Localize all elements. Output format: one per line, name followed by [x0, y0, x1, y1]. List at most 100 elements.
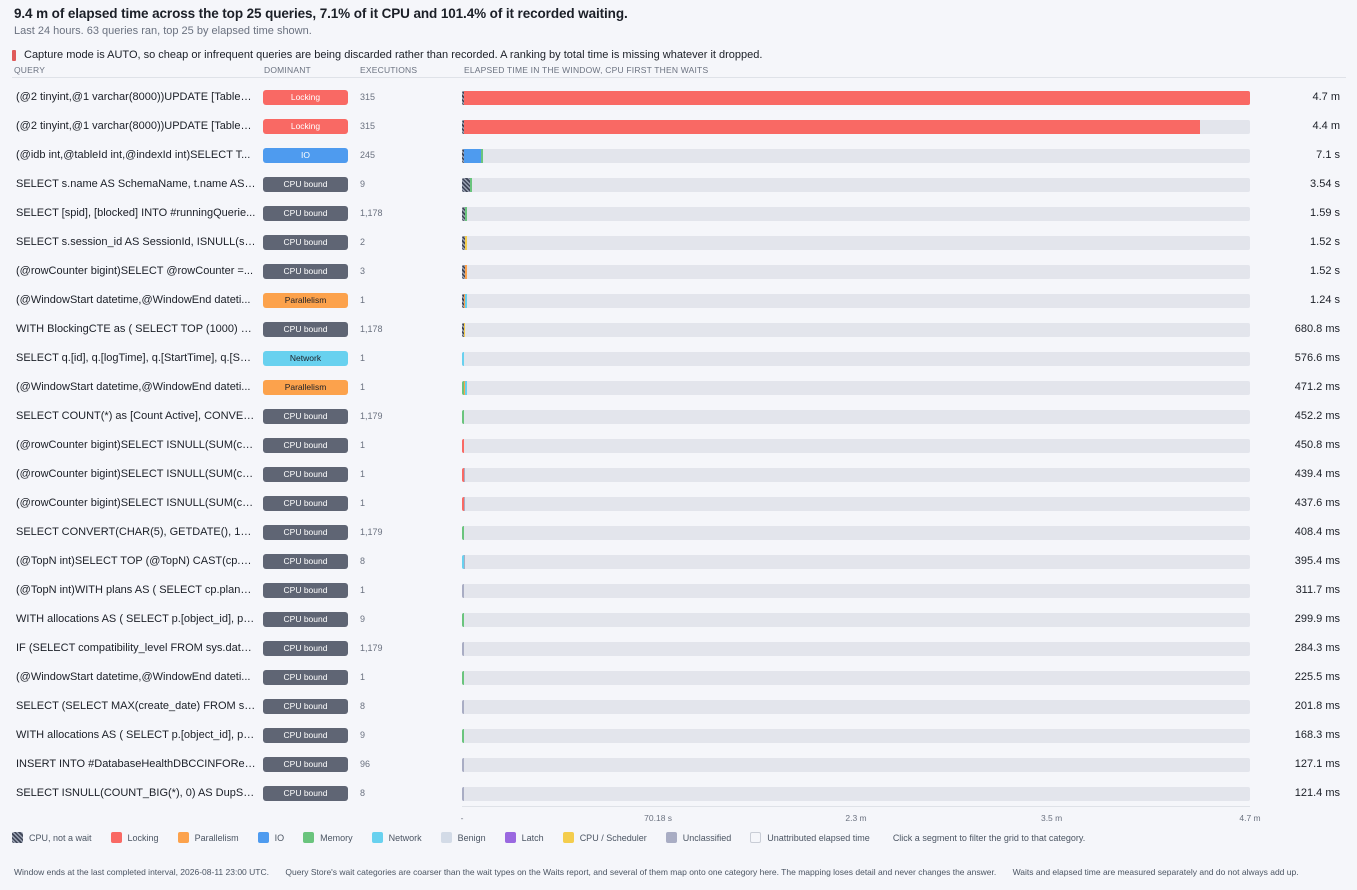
bar-segment[interactable] — [462, 729, 464, 743]
legend-item[interactable]: IO — [257, 832, 284, 843]
query-text[interactable]: (@rowCounter bigint)SELECT @rowCounter =… — [16, 265, 254, 277]
table-row[interactable]: SELECT s.session_id AS SessionId, ISNULL… — [0, 229, 1357, 258]
column-header-dominant[interactable]: DOMINANT — [264, 65, 311, 75]
bar-segment[interactable] — [462, 294, 464, 308]
dominant-badge[interactable]: CPU bound — [263, 670, 348, 685]
bar-segment[interactable] — [465, 236, 467, 250]
table-row[interactable]: (@rowCounter bigint)SELECT ISNULL(SUM(co… — [0, 461, 1357, 490]
bar-segment[interactable] — [462, 671, 464, 685]
elapsed-bar-track[interactable] — [462, 294, 1250, 308]
bar-segment[interactable] — [462, 787, 464, 801]
legend-item[interactable]: Parallelism — [177, 832, 239, 843]
bar-segment[interactable] — [462, 613, 464, 627]
legend-item[interactable]: CPU, not a wait — [12, 832, 92, 843]
bar-segment[interactable] — [470, 178, 472, 192]
bar-segment[interactable] — [462, 207, 466, 221]
query-text[interactable]: SELECT ISNULL(COUNT_BIG(*), 0) AS DupSha… — [16, 787, 256, 799]
query-text[interactable]: SELECT s.session_id AS SessionId, ISNULL… — [16, 236, 256, 248]
bar-segment[interactable] — [462, 323, 464, 337]
bar-segment[interactable] — [465, 381, 467, 395]
elapsed-bar-track[interactable] — [462, 149, 1250, 163]
dominant-badge[interactable]: CPU bound — [263, 786, 348, 801]
bar-segment[interactable] — [465, 265, 467, 279]
legend-item[interactable]: Unclassified — [665, 832, 731, 843]
elapsed-bar-track[interactable] — [462, 410, 1250, 424]
bar-segment[interactable] — [462, 352, 464, 366]
table-row[interactable]: IF (SELECT compatibility_level FROM sys.… — [0, 635, 1357, 664]
query-text[interactable]: IF (SELECT compatibility_level FROM sys.… — [16, 642, 256, 654]
query-text[interactable]: (@rowCounter bigint)SELECT ISNULL(SUM(co… — [16, 439, 256, 451]
bar-segment[interactable] — [463, 381, 465, 395]
bar-segment[interactable] — [465, 294, 467, 308]
bar-segment[interactable] — [463, 294, 465, 308]
dominant-badge[interactable]: Parallelism — [263, 380, 348, 395]
table-row[interactable]: SELECT COUNT(*) as [Count Active], CONVE… — [0, 403, 1357, 432]
query-text[interactable]: SELECT s.name AS SchemaName, t.name AS T… — [16, 178, 256, 190]
table-row[interactable]: (@WindowStart datetime,@WindowEnd dateti… — [0, 664, 1357, 693]
table-row[interactable]: WITH allocations AS ( SELECT p.[object_i… — [0, 722, 1357, 751]
query-text[interactable]: WITH allocations AS ( SELECT p.[object_i… — [16, 729, 256, 741]
dominant-badge[interactable]: CPU bound — [263, 525, 348, 540]
table-row[interactable]: (@rowCounter bigint)SELECT ISNULL(SUM(co… — [0, 490, 1357, 519]
dominant-badge[interactable]: CPU bound — [263, 496, 348, 511]
query-text[interactable]: (@rowCounter bigint)SELECT ISNULL(SUM(co… — [16, 497, 256, 509]
bar-segment[interactable] — [462, 91, 464, 105]
dominant-badge[interactable]: Locking — [263, 90, 348, 105]
query-text[interactable]: (@2 tinyint,@1 varchar(8000))UPDATE [Tab… — [16, 91, 256, 103]
table-row[interactable]: SELECT q.[id], q.[logTime], q.[StartTime… — [0, 345, 1357, 374]
dominant-badge[interactable]: CPU bound — [263, 177, 348, 192]
elapsed-bar-track[interactable] — [462, 236, 1250, 250]
elapsed-bar-track[interactable] — [462, 671, 1250, 685]
dominant-badge[interactable]: CPU bound — [263, 641, 348, 656]
table-row[interactable]: SELECT ISNULL(COUNT_BIG(*), 0) AS DupSha… — [0, 780, 1357, 809]
bar-segment[interactable] — [462, 120, 464, 134]
dominant-badge[interactable]: Network — [263, 351, 348, 366]
elapsed-bar-track[interactable] — [462, 207, 1250, 221]
dominant-badge[interactable]: CPU bound — [263, 728, 348, 743]
table-row[interactable]: INSERT INTO #DatabaseHealthDBCCINFOResu.… — [0, 751, 1357, 780]
elapsed-bar-track[interactable] — [462, 584, 1250, 598]
query-text[interactable]: (@TopN int)WITH plans AS ( SELECT cp.pla… — [16, 584, 256, 596]
dominant-badge[interactable]: CPU bound — [263, 409, 348, 424]
table-row[interactable]: (@2 tinyint,@1 varchar(8000))UPDATE [Tab… — [0, 84, 1357, 113]
elapsed-bar-track[interactable] — [462, 323, 1250, 337]
column-header-query[interactable]: QUERY — [14, 65, 46, 75]
bar-segment[interactable] — [462, 410, 464, 424]
query-text[interactable]: SELECT COUNT(*) as [Count Active], CONVE… — [16, 410, 256, 422]
table-row[interactable]: (@rowCounter bigint)SELECT @rowCounter =… — [0, 258, 1357, 287]
column-header-elapsed[interactable]: ELAPSED TIME IN THE WINDOW, CPU FIRST TH… — [464, 65, 709, 75]
bar-segment[interactable] — [462, 526, 464, 540]
elapsed-bar-track[interactable] — [462, 178, 1250, 192]
dominant-badge[interactable]: CPU bound — [263, 235, 348, 250]
dominant-badge[interactable]: CPU bound — [263, 699, 348, 714]
table-row[interactable]: SELECT s.name AS SchemaName, t.name AS T… — [0, 171, 1357, 200]
elapsed-bar-track[interactable] — [462, 120, 1250, 134]
dominant-badge[interactable]: CPU bound — [263, 264, 348, 279]
legend-item[interactable]: Unattributed elapsed time — [750, 832, 870, 843]
bar-segment[interactable] — [481, 149, 483, 163]
elapsed-bar-track[interactable] — [462, 758, 1250, 772]
elapsed-bar-track[interactable] — [462, 613, 1250, 627]
dominant-badge[interactable]: Locking — [263, 119, 348, 134]
bar-segment[interactable] — [463, 555, 465, 569]
bar-segment[interactable] — [462, 265, 466, 279]
elapsed-bar-track[interactable] — [462, 729, 1250, 743]
query-text[interactable]: (@idb int,@tableId int,@indexId int)SELE… — [16, 149, 251, 161]
elapsed-bar-track[interactable] — [462, 91, 1250, 105]
bar-segment[interactable] — [462, 381, 464, 395]
query-text[interactable]: (@TopN int)SELECT TOP (@TopN) CAST(cp.us… — [16, 555, 256, 567]
bar-segment[interactable] — [462, 178, 471, 192]
elapsed-bar-track[interactable] — [462, 468, 1250, 482]
dominant-badge[interactable]: CPU bound — [263, 612, 348, 627]
elapsed-bar-track[interactable] — [462, 497, 1250, 511]
dominant-badge[interactable]: CPU bound — [263, 554, 348, 569]
bar-segment[interactable] — [462, 497, 464, 511]
query-text[interactable]: (@WindowStart datetime,@WindowEnd dateti… — [16, 381, 251, 393]
table-row[interactable]: WITH allocations AS ( SELECT p.[object_i… — [0, 606, 1357, 635]
elapsed-bar-track[interactable] — [462, 555, 1250, 569]
bar-segment[interactable] — [463, 120, 1201, 134]
bar-segment[interactable] — [462, 758, 464, 772]
table-row[interactable]: SELECT [spid], [blocked] INTO #runningQu… — [0, 200, 1357, 229]
query-text[interactable]: INSERT INTO #DatabaseHealthDBCCINFOResu.… — [16, 758, 256, 770]
table-row[interactable]: SELECT CONVERT(CHAR(5), GETDATE(), 108) … — [0, 519, 1357, 548]
